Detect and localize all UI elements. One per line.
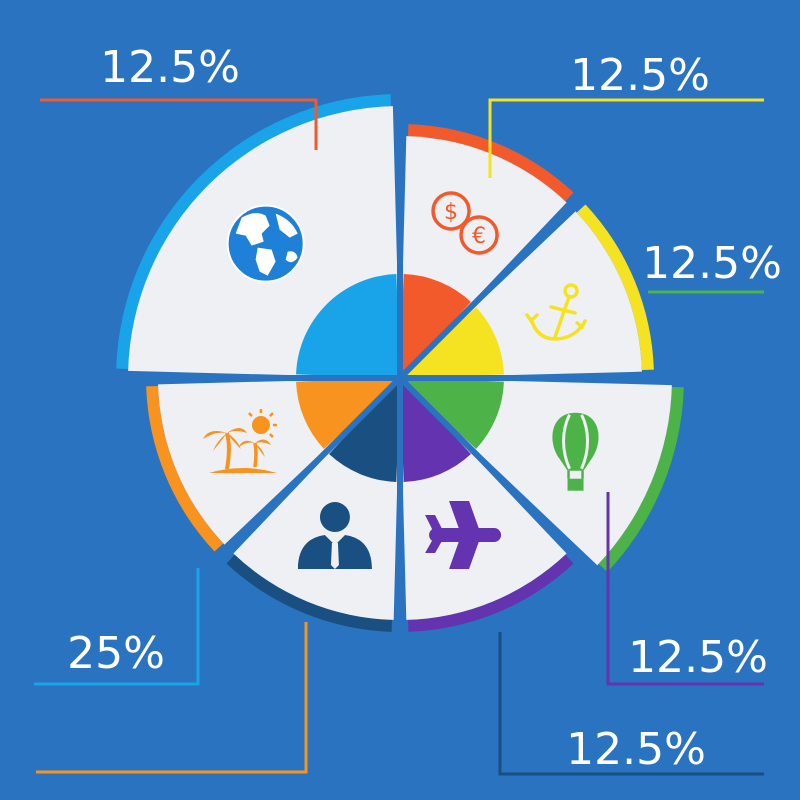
slice-hub-balloon [400,378,504,449]
slice-divider [397,163,615,381]
leader-line-beach [36,622,308,774]
slice-divider [185,375,403,593]
slice-hub-globe [296,274,400,378]
slice-ring-money [408,124,574,202]
leader-line-plane [606,492,764,686]
leader-line-globe [34,568,200,686]
leader-line-anchor [488,98,764,178]
slice-hub-money [400,274,471,378]
slice-ring-anchor [576,204,654,370]
slice-hub-anchor [400,307,504,378]
slice-hub-plane [400,378,471,482]
slice-label-anchor: 12.5% [570,50,710,101]
slice-hub-beach [296,378,400,449]
slice-ring-business [226,554,392,632]
slice-label-money: 12.5% [100,42,240,93]
globe-icon [226,204,305,283]
leader-line-money [40,98,318,150]
slice-ring-beach [146,386,224,552]
slice-hub-business [329,378,400,482]
slice-label-globe: 25% [67,628,165,679]
slice-divider [397,375,615,593]
leader-line-business [498,632,764,776]
slice-ring-balloon [598,387,684,573]
slice-label-balloon: 12.5% [642,238,782,289]
slice-label-business: 12.5% [566,724,706,775]
slice-label-plane: 12.5% [628,632,768,683]
slice-ring-plane [408,554,574,632]
